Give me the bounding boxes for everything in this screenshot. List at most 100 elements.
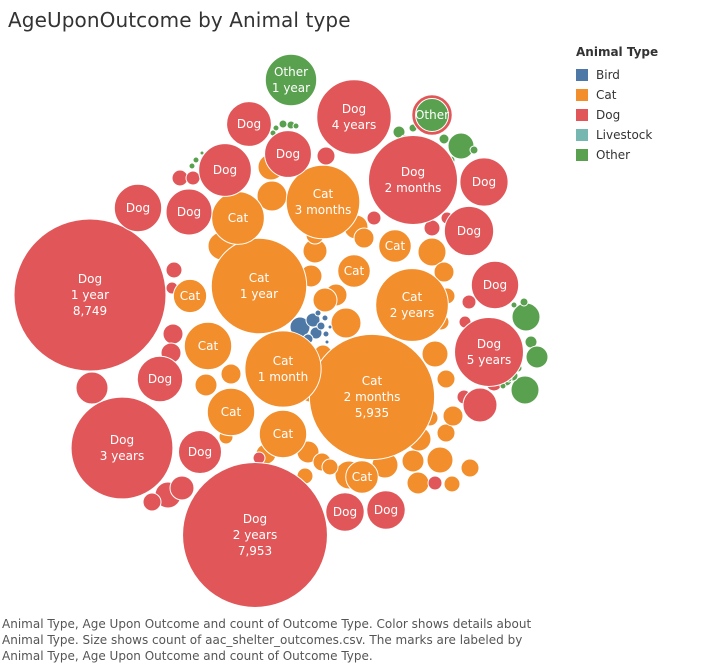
bubble-cat-small[interactable] <box>321 458 339 476</box>
bubble-cat-small[interactable] <box>401 449 425 473</box>
bubble-other-small[interactable] <box>447 132 475 160</box>
bubble-bird-small[interactable] <box>316 321 326 331</box>
bubble-circle[interactable] <box>172 278 208 314</box>
bubble-cat[interactable]: Cat <box>183 321 233 371</box>
bubble-circle[interactable] <box>454 317 524 387</box>
bubble-cat-small[interactable] <box>330 307 362 339</box>
bubble-cat-small[interactable] <box>417 237 447 267</box>
bubble-dog[interactable]: Dog <box>443 205 495 257</box>
bubble-dog[interactable]: Dog <box>366 490 406 530</box>
bubble-bird-small[interactable] <box>327 324 333 330</box>
bubble-cat-small[interactable] <box>426 446 454 474</box>
bubble-circle[interactable] <box>378 229 412 263</box>
bubble-cat-small[interactable] <box>442 405 464 427</box>
bubble-other-small[interactable] <box>438 133 450 145</box>
bubble-circle[interactable] <box>198 143 252 197</box>
bubble-dog[interactable]: Dog 5 years <box>454 317 524 387</box>
bubble-circle[interactable] <box>226 101 272 147</box>
bubble-bird-small[interactable] <box>321 314 329 322</box>
bubble-cat[interactable]: Cat <box>345 460 379 494</box>
bubble-dog[interactable]: Dog 2 years 7,953 <box>182 462 328 608</box>
bubble-other-small[interactable] <box>510 375 540 405</box>
legend-item-livestock[interactable]: Livestock <box>576 125 658 145</box>
bubble-dog-small[interactable] <box>462 387 498 423</box>
bubble-cat-small[interactable] <box>433 261 455 283</box>
bubble-circle[interactable] <box>470 260 520 310</box>
bubble-other-small[interactable] <box>199 150 205 156</box>
bubble-circle[interactable] <box>316 79 392 155</box>
bubble-dog[interactable]: Dog 2 months <box>367 134 459 226</box>
bubble-dog[interactable]: Dog <box>113 183 163 233</box>
bubble-other-small[interactable] <box>272 124 280 132</box>
bubble-circle[interactable] <box>366 490 406 530</box>
bubble-cat[interactable]: Cat 2 years <box>375 268 449 342</box>
bubble-circle[interactable] <box>183 321 233 371</box>
bubble-other[interactable]: Other <box>415 98 449 132</box>
bubble-cat-small[interactable] <box>220 363 242 385</box>
bubble-dog[interactable]: Dog <box>470 260 520 310</box>
bubble-other-small[interactable] <box>469 145 479 155</box>
bubble-dog-small[interactable] <box>142 492 162 512</box>
bubble-circle[interactable] <box>13 218 167 372</box>
bubble-circle[interactable] <box>70 396 174 500</box>
bubble-bird-small[interactable] <box>324 339 330 345</box>
bubble-cat[interactable]: Cat 1 year <box>210 237 308 335</box>
bubble-dog[interactable]: Dog <box>165 188 213 236</box>
bubble-dog-small[interactable] <box>316 146 336 166</box>
bubble-dog-small[interactable] <box>366 210 382 226</box>
bubble-cat-small[interactable] <box>312 287 338 313</box>
bubble-circle[interactable] <box>443 205 495 257</box>
bubble-cat[interactable]: Cat 1 month <box>244 330 322 408</box>
bubble-circle[interactable] <box>264 53 318 107</box>
legend-item-bird[interactable]: Bird <box>576 65 658 85</box>
bubble-dog-small[interactable] <box>427 475 443 491</box>
bubble-other-small[interactable] <box>188 162 196 170</box>
bubble-circle[interactable] <box>367 134 459 226</box>
bubble-cat[interactable]: Cat <box>378 229 412 263</box>
bubble-cat[interactable]: Cat <box>258 409 308 459</box>
bubble-circle[interactable] <box>345 460 379 494</box>
bubble-other-small[interactable] <box>525 345 549 369</box>
bubble-dog-small[interactable] <box>169 475 195 501</box>
bubble-bird-small[interactable] <box>314 309 322 317</box>
bubble-circle[interactable] <box>337 254 371 288</box>
bubble-dog[interactable]: Dog 1 year 8,749 <box>13 218 167 372</box>
bubble-cat[interactable]: Cat <box>206 387 256 437</box>
bubble-dog-small[interactable] <box>461 294 477 310</box>
bubble-dog[interactable]: Dog <box>325 492 365 532</box>
bubble-circle[interactable] <box>165 188 213 236</box>
bubble-cat-small[interactable] <box>421 340 449 368</box>
bubble-dog[interactable]: Dog <box>198 143 252 197</box>
bubble-cat[interactable]: Cat 3 months <box>285 164 361 240</box>
bubble-other[interactable]: Other 1 year <box>264 53 318 107</box>
bubble-dog[interactable]: Dog <box>459 157 509 207</box>
bubble-cat[interactable]: Cat <box>337 254 371 288</box>
bubble-dog[interactable]: Dog <box>264 130 312 178</box>
bubble-circle[interactable] <box>415 98 449 132</box>
bubble-cat[interactable]: Cat 2 months 5,935 <box>308 333 436 461</box>
bubble-circle[interactable] <box>113 183 163 233</box>
bubble-other-small[interactable] <box>510 301 518 309</box>
bubble-circle[interactable] <box>264 130 312 178</box>
bubble-cat-small[interactable] <box>353 227 375 249</box>
bubble-cat-small[interactable] <box>406 471 430 495</box>
bubble-other-small[interactable] <box>292 122 300 130</box>
bubble-circle[interactable] <box>285 164 361 240</box>
bubble-dog-small[interactable] <box>75 371 109 405</box>
bubble-dog-small[interactable] <box>162 323 184 345</box>
bubble-circle[interactable] <box>182 462 328 608</box>
bubble-dog[interactable]: Dog <box>178 430 222 474</box>
bubble-cat-small[interactable] <box>443 475 461 493</box>
bubble-circle[interactable] <box>244 330 322 408</box>
bubble-dog[interactable]: Dog <box>136 355 184 403</box>
bubble-circle[interactable] <box>325 492 365 532</box>
bubble-circle[interactable] <box>206 387 256 437</box>
bubble-bird-small[interactable] <box>322 330 330 338</box>
bubble-cat-small[interactable] <box>436 369 456 389</box>
bubble-dog[interactable]: Dog <box>226 101 272 147</box>
legend-item-other[interactable]: Other <box>576 145 658 165</box>
legend-item-dog[interactable]: Dog <box>576 105 658 125</box>
bubble-dog[interactable]: Dog 3 years <box>70 396 174 500</box>
bubble-dog-small[interactable] <box>185 170 201 186</box>
bubble-cat[interactable]: Cat <box>211 191 265 245</box>
